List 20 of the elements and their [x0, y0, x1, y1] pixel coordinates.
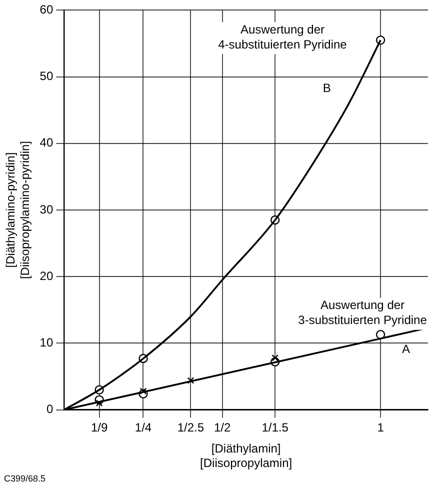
- x-tick-label: 1/4: [134, 420, 152, 434]
- annotation: Auswertung der 3-substituierten Pyridine: [298, 298, 428, 328]
- series-label: A: [402, 342, 410, 356]
- y-tick-label: 30: [40, 202, 54, 216]
- x-tick-label: 1/2.5: [177, 420, 204, 434]
- x-tick-label: 1/9: [90, 420, 108, 434]
- y-tick-label: 60: [40, 2, 54, 17]
- x-axis-title: [Diäthylamin] [Diisopropylamin]: [200, 442, 292, 470]
- x-tick-label: 1/2: [214, 420, 232, 434]
- y-axis-title: [Diäthylamino-pyridin] [Diisopropylamino-pyridin]: [4, 140, 32, 280]
- annotation: Auswertung der 4-substituierten Pyridine: [218, 22, 348, 52]
- text: C399/68.5: [4, 473, 46, 484]
- x-tick-label: 1/1.5: [262, 420, 289, 434]
- series-label: B: [322, 80, 331, 95]
- y-tick-label: 50: [40, 69, 54, 84]
- y-tick-label: 40: [40, 136, 54, 150]
- y-tick-label: 0: [46, 402, 54, 416]
- x-tick-label: 1: [377, 420, 384, 434]
- y-tick-label: 10: [40, 336, 54, 350]
- y-tick-label: 20: [40, 268, 54, 283]
